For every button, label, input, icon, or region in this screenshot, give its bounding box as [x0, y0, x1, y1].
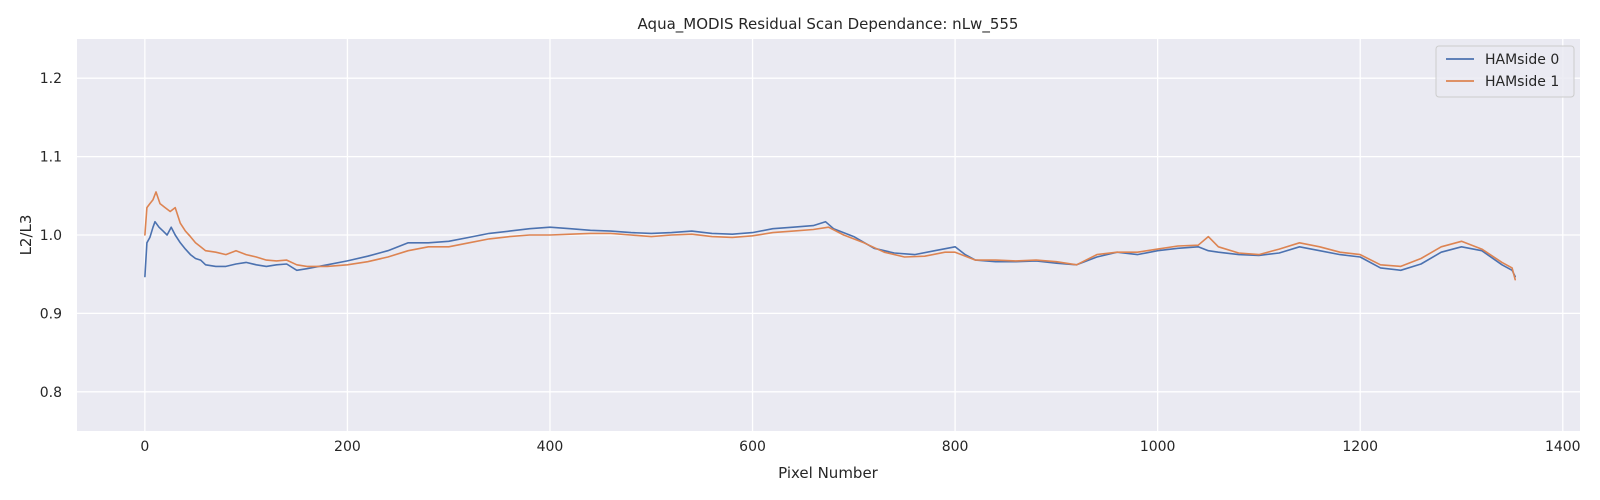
y-axis-label: L2/L3 [17, 215, 35, 256]
x-axis-ticks: 0 200 400 600 800 1000 1200 1400 [140, 439, 1580, 455]
series-line-hamside-1 [144, 191, 1516, 281]
x-tick-label: 1200 [1342, 439, 1378, 455]
y-tick-label: 0.8 [40, 385, 62, 401]
legend: HAMside 0 HAMside 1 [1435, 45, 1575, 98]
y-tick-label: 1.2 [40, 71, 62, 87]
x-tick-label: 1000 [1140, 439, 1176, 455]
x-tick-label: 400 [537, 439, 564, 455]
x-tick-label: 800 [942, 439, 969, 455]
y-tick-label: 1.1 [40, 150, 62, 166]
x-tick-label: 0 [140, 439, 149, 455]
grid [77, 39, 1580, 431]
y-tick-label: 1.0 [40, 228, 62, 244]
series-group [144, 191, 1516, 281]
x-tick-label: 600 [739, 439, 766, 455]
legend-label: HAMside 0 [1485, 52, 1559, 68]
x-tick-label: 200 [334, 439, 361, 455]
chart-title: Aqua_MODIS Residual Scan Dependance: nLw… [638, 15, 1019, 34]
x-axis-label: Pixel Number [778, 464, 879, 482]
series-line-hamside-0 [144, 220, 1516, 278]
legend-label: HAMside 1 [1485, 74, 1559, 90]
x-tick-label: 1400 [1545, 439, 1581, 455]
y-axis-ticks: 0.8 0.9 1.0 1.1 1.2 [40, 71, 62, 401]
y-tick-label: 0.9 [40, 306, 62, 322]
